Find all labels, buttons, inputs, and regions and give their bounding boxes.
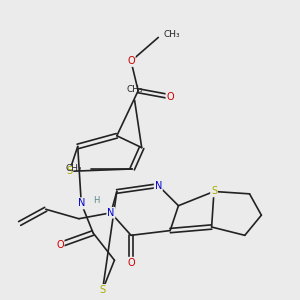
Text: S: S xyxy=(211,187,217,196)
Text: N: N xyxy=(107,208,115,218)
Text: CH₃: CH₃ xyxy=(66,164,83,173)
Text: O: O xyxy=(166,92,174,102)
Text: O: O xyxy=(56,240,64,250)
Text: O: O xyxy=(127,258,135,268)
Text: H: H xyxy=(93,196,99,205)
Text: CH₃: CH₃ xyxy=(126,85,143,94)
Text: S: S xyxy=(100,285,106,295)
Text: O: O xyxy=(127,56,135,66)
Text: N: N xyxy=(154,181,162,190)
Text: S: S xyxy=(66,166,73,176)
Text: CH₃: CH₃ xyxy=(163,30,180,39)
Text: N: N xyxy=(78,198,85,208)
